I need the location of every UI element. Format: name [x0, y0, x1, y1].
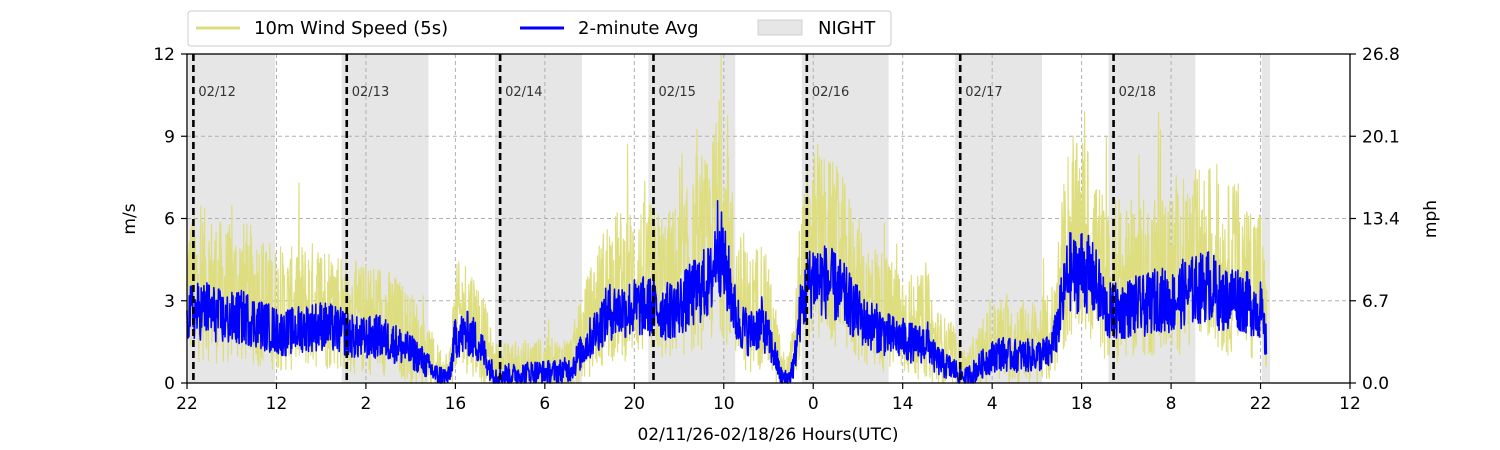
x-tick-label-13: 12 — [1339, 394, 1361, 414]
x-tick-label-11: 8 — [1166, 394, 1177, 414]
x-tick-label-9: 4 — [987, 394, 998, 414]
x-tick-label-6: 10 — [713, 394, 735, 414]
x-tick-label-12: 22 — [1250, 394, 1272, 414]
x-tick-label-2: 2 — [361, 394, 372, 414]
x-tick-label-10: 18 — [1071, 394, 1093, 414]
y-right-tick-label-4: 26.8 — [1362, 45, 1400, 65]
y-right-tick-label-2: 13.4 — [1362, 210, 1400, 230]
y-left-tick-label-0: 0 — [164, 374, 175, 394]
series-lines — [186, 53, 1268, 384]
x-tick-label-1: 12 — [266, 394, 288, 414]
legend: 10m Wind Speed (5s) 2-minute Avg NIGHT — [187, 10, 892, 47]
legend-label-night: NIGHT — [818, 18, 876, 39]
y-left-tick-label-2: 6 — [164, 210, 175, 230]
day-marker-label-4: 02/16 — [812, 85, 849, 100]
x-tick-label-7: 0 — [808, 394, 819, 414]
y-axis-right-label: mph — [1421, 200, 1441, 238]
day-marker-label-2: 02/14 — [505, 85, 542, 100]
y-right-tick-label-0: 0.0 — [1362, 374, 1389, 394]
day-markers: 02/12 02/13 02/14 02/15 02/16 02/17 02/18 — [192, 54, 1156, 383]
legend-label-wind-speed: 10m Wind Speed (5s) — [254, 18, 448, 39]
y-axis-left-label: m/s — [120, 203, 140, 234]
series-line-two-minute-avg — [186, 200, 1268, 384]
day-marker-label-6: 02/18 — [1119, 85, 1156, 100]
y-left-tick-label-1: 3 — [164, 292, 175, 312]
x-tick-label-4: 6 — [539, 394, 550, 414]
day-marker-label-3: 02/15 — [658, 85, 695, 100]
day-marker-label-5: 02/17 — [965, 85, 1002, 100]
x-tick-label-8: 14 — [892, 394, 914, 414]
legend-label-two-minute-avg: 2-minute Avg — [578, 18, 699, 39]
y-left-tick-label-4: 12 — [153, 45, 175, 65]
x-axis-ticks: 22 12 2 16 6 20 10 0 14 4 18 8 22 12 — [176, 383, 1361, 414]
x-tick-label-5: 20 — [623, 394, 645, 414]
day-marker-label-0: 02/12 — [198, 85, 235, 100]
y-right-tick-label-3: 20.1 — [1362, 127, 1400, 147]
legend-swatch-night — [757, 19, 803, 36]
x-axis-label: 02/11/26-02/18/26 Hours(UTC) — [637, 425, 898, 445]
y-axis-left-ticks: 0 3 6 9 12 — [153, 45, 187, 394]
y-left-tick-label-3: 9 — [164, 127, 175, 147]
x-tick-label-0: 22 — [176, 394, 198, 414]
y-right-tick-label-1: 6.7 — [1362, 292, 1389, 312]
x-tick-label-3: 16 — [445, 394, 467, 414]
day-marker-label-1: 02/13 — [352, 85, 389, 100]
y-axis-right-ticks: 0.0 6.7 13.4 20.1 26.8 — [1350, 45, 1400, 394]
